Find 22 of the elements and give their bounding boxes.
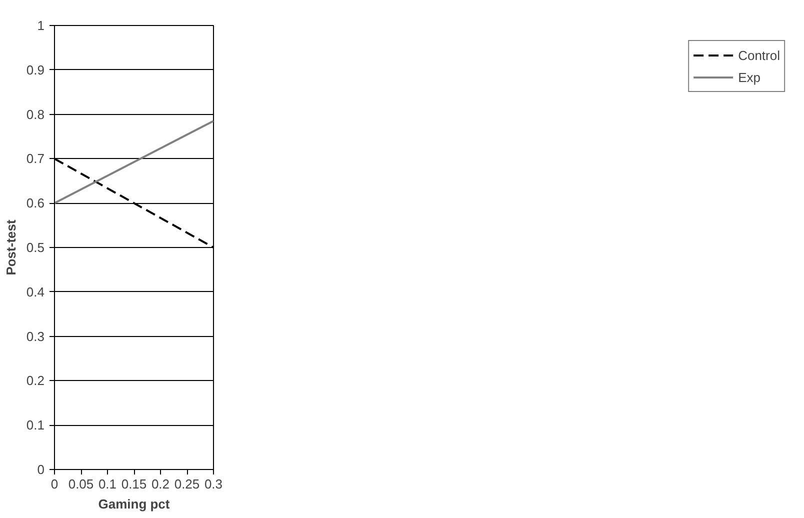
y-axis-title: Post-test [3, 219, 18, 276]
y-tick-label: 0.7 [26, 151, 45, 166]
legend-label: Exp [738, 70, 760, 84]
legend-label: Control [738, 48, 780, 62]
y-tick-label: 0.9 [26, 62, 45, 78]
y-tick-label: 0.2 [26, 373, 45, 388]
x-tick-label: 0.05 [68, 476, 94, 492]
y-tick-label: 0.5 [26, 240, 45, 255]
y-tick-label: 0.3 [26, 328, 45, 344]
y-tick-label: 0.6 [26, 196, 45, 211]
y-tick-label: 0.1 [26, 418, 45, 433]
x-tick-label: 0.3 [204, 476, 223, 492]
x-tick-label: 0.1 [98, 476, 117, 492]
x-tick-label: 0.15 [121, 476, 147, 492]
y-tick-label: 0 [37, 462, 45, 477]
y-tick-label: 0.4 [26, 284, 45, 300]
x-axis-title: Gaming pct [98, 496, 170, 512]
x-tick-label: 0 [50, 476, 58, 492]
y-tick-label: 0.8 [26, 106, 45, 122]
x-tick-label: 0.25 [174, 476, 200, 492]
x-tick-label: 0.2 [151, 476, 170, 492]
y-tick-label: 1 [37, 18, 45, 33]
